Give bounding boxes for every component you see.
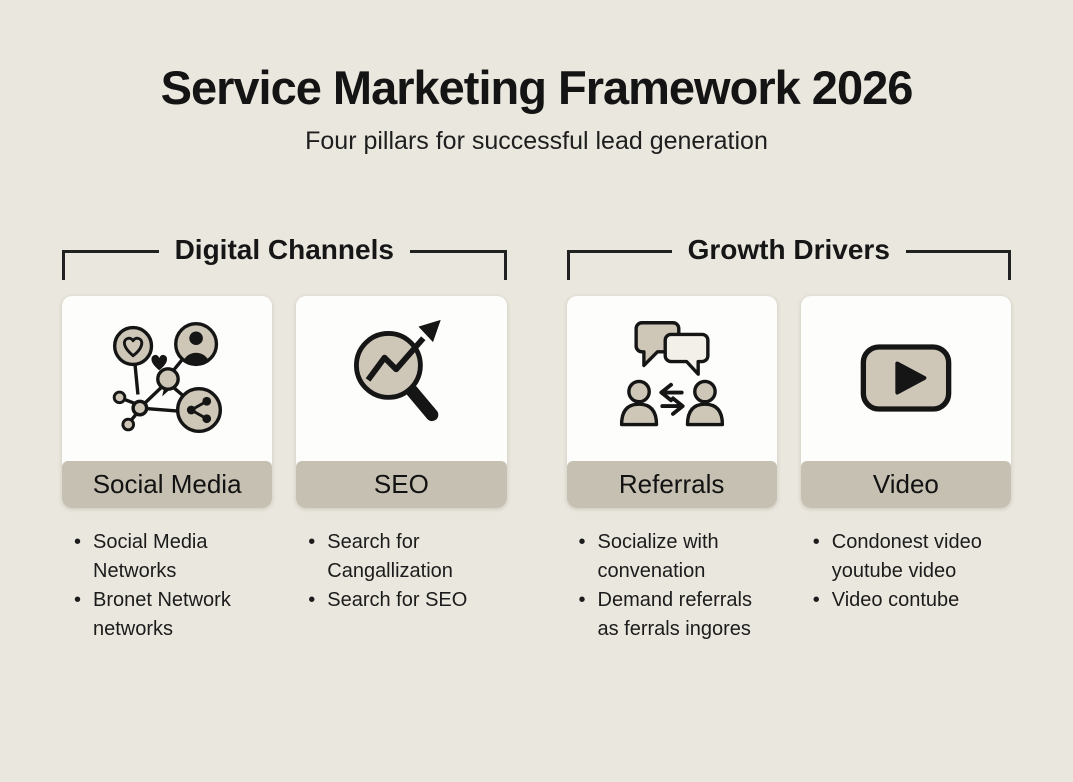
card-seo: SEO bbox=[296, 295, 507, 508]
bracket-line-right bbox=[905, 249, 1011, 280]
social-network-icon bbox=[112, 322, 223, 434]
card-icon-area bbox=[567, 296, 777, 461]
infographic-page: Service Marketing Framework 2026 Four pi… bbox=[0, 62, 1073, 782]
bracket-line-left bbox=[566, 249, 672, 280]
group-digital-channels: Digital Channels bbox=[62, 234, 507, 644]
bullet-item: Condonest video youtube video bbox=[813, 528, 1011, 586]
group-growth-drivers: Growth Drivers bbox=[566, 233, 1012, 644]
card-icon-area bbox=[296, 296, 506, 461]
page-subtitle: Four pillars for successful lead generat… bbox=[305, 126, 768, 155]
bullets-seo: Search for Cangallization Search for SEO bbox=[296, 528, 506, 644]
pillar-groups: Digital Channels bbox=[62, 234, 1011, 644]
card-title-seo: SEO bbox=[296, 460, 507, 508]
bullet-item: Bronet Network networks bbox=[74, 586, 272, 644]
bullet-item: Demand referrals as ferrals ingores bbox=[579, 586, 777, 644]
card-icon-area bbox=[801, 296, 1011, 461]
bullet-item: Video contube bbox=[813, 586, 1011, 615]
bullet-item: Search for SEO bbox=[308, 586, 506, 615]
bracket-line-left bbox=[62, 249, 159, 280]
card-video: Video bbox=[800, 295, 1011, 508]
card-icon-area bbox=[62, 296, 272, 461]
video-play-icon bbox=[860, 344, 952, 412]
bullet-row: Socialize with convenation Demand referr… bbox=[567, 528, 1012, 644]
group-header: Growth Drivers bbox=[566, 233, 1011, 280]
bullets-video: Condonest video youtube video Video cont… bbox=[801, 528, 1011, 644]
card-referrals: Referrals bbox=[566, 295, 777, 508]
group-title: Digital Channels bbox=[174, 233, 394, 265]
referrals-conversation-icon bbox=[619, 321, 724, 427]
group-header: Digital Channels bbox=[62, 234, 507, 280]
card-social-media: Social Media bbox=[62, 295, 273, 508]
bullet-item: Socialize with convenation bbox=[579, 528, 777, 586]
page-title: Service Marketing Framework 2026 bbox=[160, 61, 914, 114]
card-row: Social Media SEO bbox=[62, 295, 507, 508]
bullet-item: Social Media Networks bbox=[74, 528, 272, 586]
card-title-referrals: Referrals bbox=[566, 460, 777, 508]
seo-magnifier-icon bbox=[354, 320, 442, 422]
bullet-row: Social Media Networks Bronet Network net… bbox=[62, 528, 507, 644]
bullet-item: Search for Cangallization bbox=[308, 528, 506, 586]
bracket-line-right bbox=[409, 249, 507, 280]
card-title-video: Video bbox=[800, 460, 1011, 508]
card-row: Referrals Video bbox=[566, 295, 1011, 508]
bullets-referrals: Socialize with convenation Demand referr… bbox=[567, 528, 777, 644]
group-title: Growth Drivers bbox=[687, 233, 890, 265]
bullets-social-media: Social Media Networks Bronet Network net… bbox=[62, 528, 272, 644]
card-title-social-media: Social Media bbox=[62, 460, 273, 508]
